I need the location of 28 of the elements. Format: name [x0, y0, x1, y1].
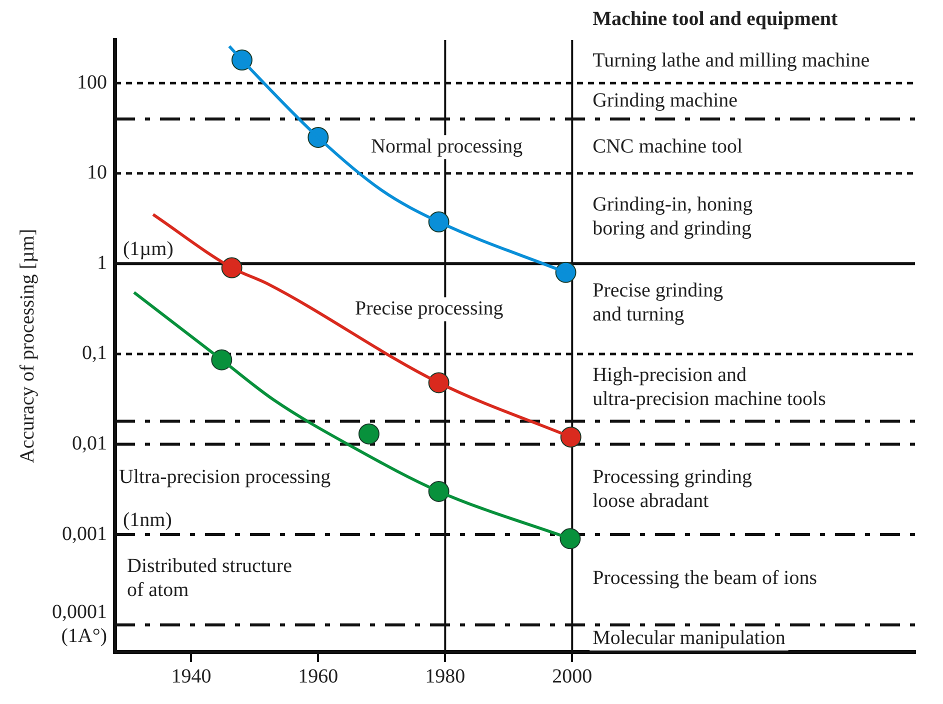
- annotation: Normal processing: [371, 135, 523, 158]
- y-tick-label: 0,0001 (1A°): [52, 601, 107, 648]
- annotation: Grinding machine: [592, 89, 738, 112]
- annotation: Precise processing: [355, 298, 504, 320]
- annotation: Distributed structure of atom: [127, 554, 292, 601]
- annotation: Molecular manipulation: [592, 626, 786, 649]
- annotation: Processing grinding loose abradant: [592, 466, 752, 512]
- chart-title: Machine tool and equipment: [592, 8, 838, 30]
- ref-line-label: (1nm): [123, 508, 172, 531]
- annotation: High-precision and ultra-precision machine tools: [592, 364, 826, 410]
- y-tick-label: 100: [77, 71, 107, 94]
- y-tick-label: 1: [97, 252, 107, 274]
- annotation: Turning lathe and milling machine: [592, 50, 870, 72]
- annotation: Ultra-precision processing: [119, 466, 331, 488]
- ref-line-label: (1µm): [123, 238, 174, 260]
- y-tick-label: 0,001: [62, 522, 107, 545]
- annotation: Precise grinding and turning: [592, 279, 724, 326]
- x-tick-label: 1960: [298, 665, 338, 688]
- x-tick-label: 2000: [552, 665, 592, 688]
- y-axis-title: Accuracy of processing [µm]: [16, 228, 38, 464]
- y-tick-label: 10: [87, 162, 107, 184]
- annotation: Processing the beam of ions: [592, 566, 818, 589]
- x-tick-label: 1940: [171, 665, 212, 688]
- annotation: Grinding-in, honing boring and grinding: [592, 194, 753, 240]
- y-tick-label: 0,01: [72, 432, 107, 454]
- y-tick-label: 0,1: [82, 342, 107, 364]
- annotation: CNC machine tool: [592, 135, 744, 158]
- x-tick-label: 1980: [425, 665, 466, 688]
